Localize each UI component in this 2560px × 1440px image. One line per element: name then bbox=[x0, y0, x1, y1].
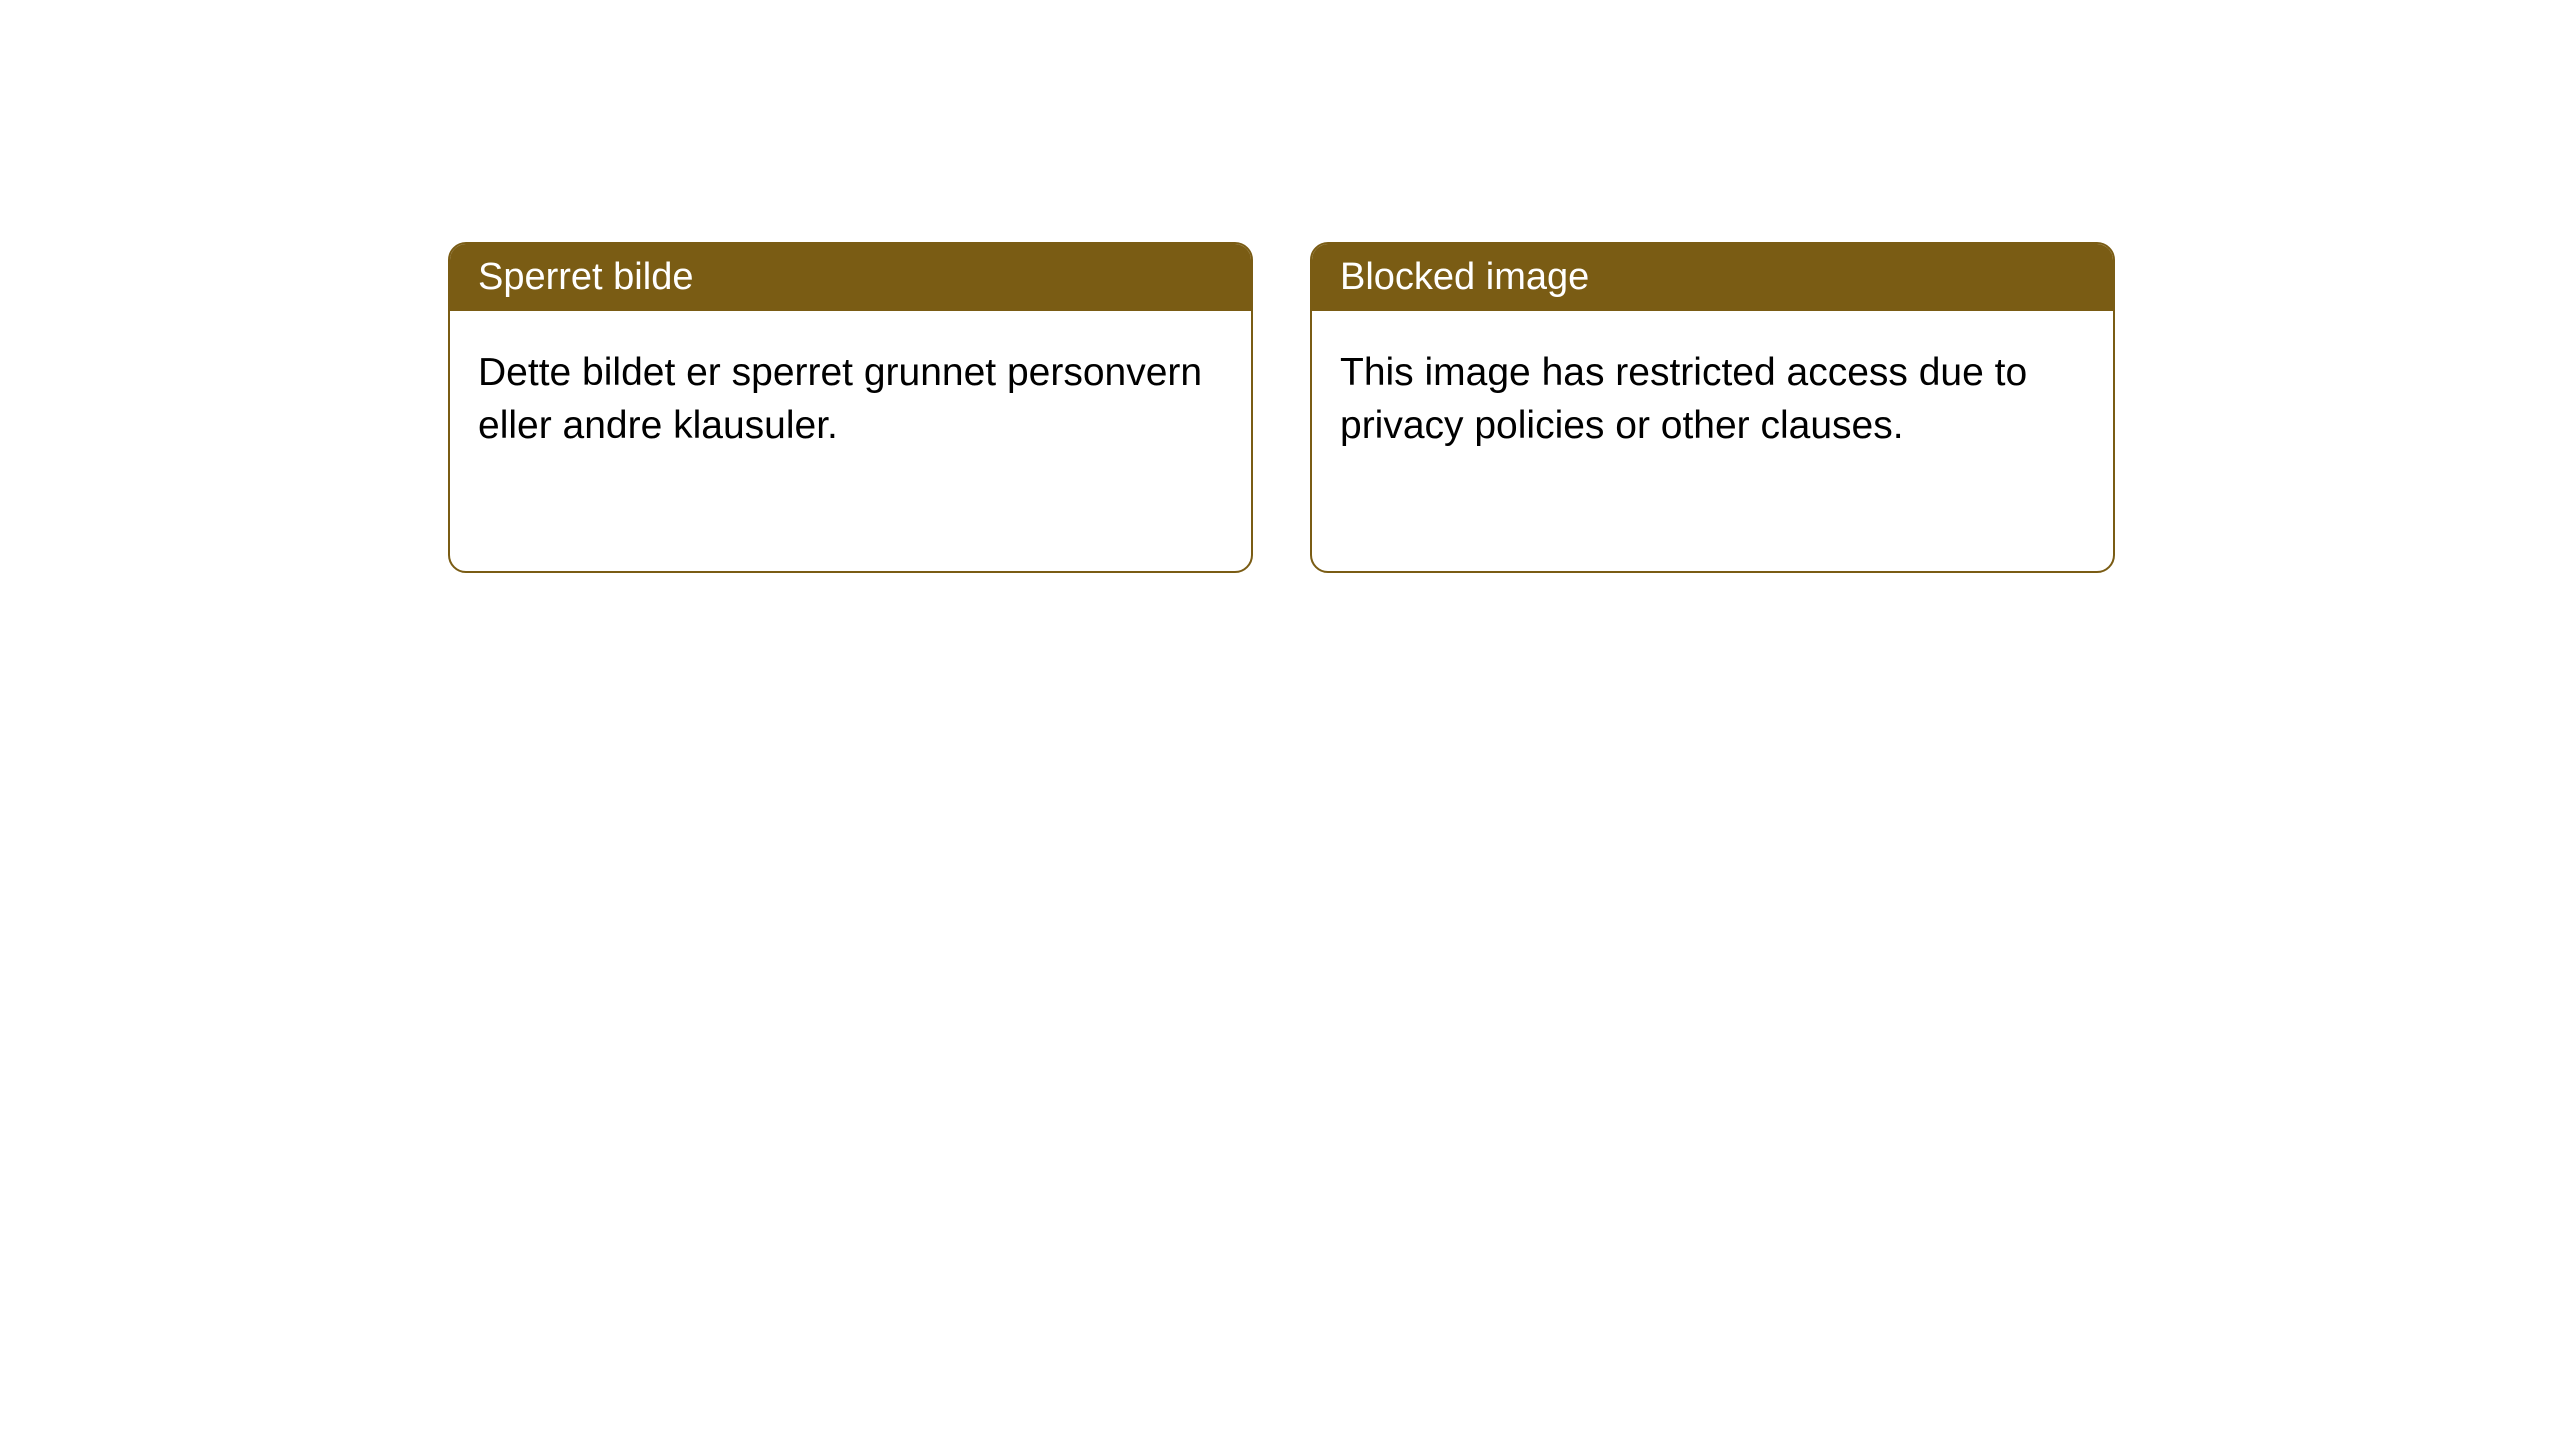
card-body-english: This image has restricted access due to … bbox=[1312, 311, 2113, 488]
card-header-english: Blocked image bbox=[1312, 244, 2113, 311]
notice-card-norwegian: Sperret bilde Dette bildet er sperret gr… bbox=[448, 242, 1253, 573]
card-header-norwegian: Sperret bilde bbox=[450, 244, 1251, 311]
notice-card-english: Blocked image This image has restricted … bbox=[1310, 242, 2115, 573]
card-body-norwegian: Dette bildet er sperret grunnet personve… bbox=[450, 311, 1251, 488]
notice-cards-container: Sperret bilde Dette bildet er sperret gr… bbox=[448, 242, 2115, 573]
